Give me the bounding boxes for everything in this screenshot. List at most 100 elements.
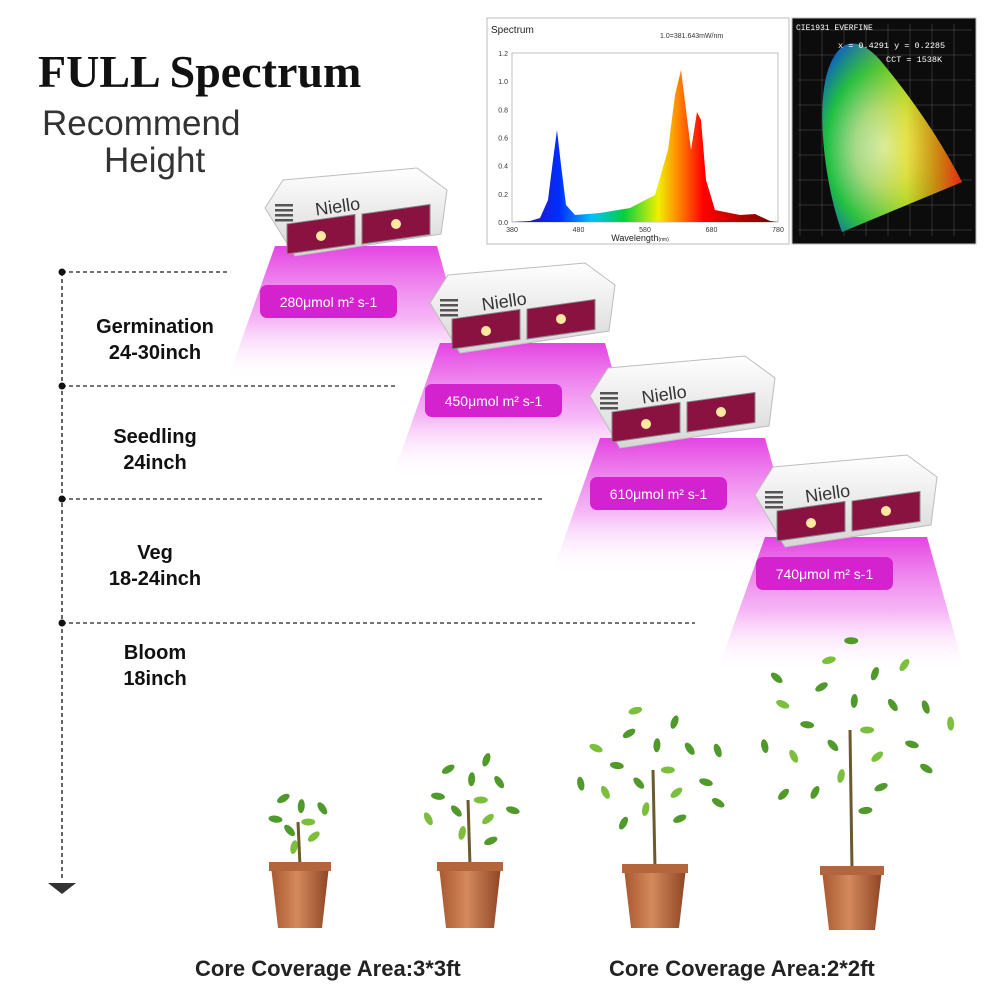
- title: FULL Spectrum: [38, 46, 361, 97]
- divider-dot: [58, 382, 66, 390]
- leaf: [874, 782, 888, 792]
- spectrum-title: Spectrum: [491, 25, 534, 36]
- subtitle-line: Height: [104, 141, 205, 180]
- leaf: [290, 840, 298, 855]
- leaf: [506, 806, 520, 815]
- led-core: [716, 407, 726, 417]
- pot: [624, 868, 686, 928]
- ppfd-label: 280μmol m² s-1: [280, 294, 378, 310]
- coverage-caption: Core Coverage Area:2*2ft: [609, 956, 875, 981]
- leaf: [810, 786, 820, 799]
- leaf: [921, 700, 930, 714]
- spectrum-scale-note: 1.0=381.643mW/nm: [660, 33, 723, 40]
- divider-dot: [58, 495, 66, 503]
- leaf: [920, 763, 933, 774]
- leaf: [431, 792, 445, 800]
- leaf: [577, 776, 585, 791]
- divider-dot: [58, 619, 66, 627]
- leaf: [871, 751, 884, 762]
- leaf: [776, 700, 790, 709]
- led-core: [641, 419, 651, 429]
- leaf: [905, 740, 919, 749]
- lamp-vent: [440, 299, 458, 302]
- spectrum-y-tick: 0.8: [498, 107, 508, 114]
- led-core: [316, 231, 326, 241]
- leaf: [628, 706, 643, 715]
- spectrum-x-tick: 580: [639, 227, 651, 234]
- leaf: [301, 818, 316, 826]
- pot-rim: [269, 862, 331, 871]
- ppfd-badge: [756, 557, 893, 590]
- cie-locus-tint: [822, 43, 962, 232]
- lamp-vent: [765, 496, 783, 499]
- leaf: [458, 825, 466, 840]
- subtitle-line: Recommend: [42, 104, 240, 143]
- leaf: [622, 728, 636, 739]
- ppfd-label: 610μmol m² s-1: [610, 486, 708, 502]
- spectrum-x-tick: 480: [573, 227, 585, 234]
- leaf: [844, 637, 859, 645]
- stage-name: Seedling: [113, 426, 196, 448]
- leaf: [770, 672, 783, 684]
- leaf: [441, 764, 455, 774]
- ppfd-badge: [260, 285, 397, 318]
- ruler-arrow: [48, 883, 76, 894]
- spectrum-x-label: Wavelength(nm): [611, 233, 669, 243]
- leaf: [482, 813, 494, 825]
- spectrum-x-tick: 380: [506, 227, 518, 234]
- lamp-vent: [600, 407, 618, 410]
- leaf: [673, 814, 687, 823]
- spectrum-x-tick: 780: [772, 227, 784, 234]
- plant-stem: [466, 799, 472, 867]
- leaf: [609, 761, 624, 770]
- lamp-vent: [440, 304, 458, 307]
- leaf: [887, 698, 898, 712]
- leaf: [670, 787, 683, 798]
- leaf: [284, 824, 295, 837]
- leaf: [277, 793, 290, 804]
- leaf: [494, 776, 505, 789]
- leaf: [633, 777, 645, 789]
- height-ruler: [48, 268, 695, 894]
- leaf: [670, 715, 679, 729]
- leaf: [947, 716, 955, 731]
- leaf: [600, 785, 610, 799]
- stage-height: 24-30inch: [109, 342, 201, 364]
- spectrum-y-tick: 0.2: [498, 192, 508, 199]
- stage-name: Bloom: [124, 642, 186, 664]
- led-core: [806, 518, 816, 528]
- pot: [822, 870, 882, 930]
- lamp-vent: [765, 501, 783, 504]
- cie-panel: CIE1931 EVERFINE x = 0.4291 y = 0.2285 CCT…: [791, 17, 977, 245]
- cie-coords: x = 0.4291 y = 0.2285: [838, 41, 945, 51]
- leaf: [699, 778, 713, 787]
- plant: [268, 793, 331, 928]
- leaf: [641, 802, 650, 817]
- ppfd-badge: [590, 477, 727, 510]
- lamp-vent: [275, 204, 293, 207]
- leaf: [822, 656, 836, 665]
- lamp-vent: [440, 309, 458, 312]
- leaf: [307, 831, 320, 842]
- spectrum-x-tick: 680: [706, 227, 718, 234]
- led-core: [556, 314, 566, 324]
- leaf: [297, 799, 305, 814]
- spectrum-y-tick: 1.2: [498, 51, 508, 58]
- leaf: [473, 796, 488, 804]
- spectrum-panel: Spectrum 1.0=381.643mW/nm 0.0 0.2 0.4 0.6 0.8 1…: [486, 17, 790, 245]
- leaf: [711, 798, 725, 808]
- lamp-vent: [440, 314, 458, 317]
- pot-rim: [622, 864, 688, 873]
- led-core: [481, 326, 491, 336]
- stage-name: Germination: [96, 316, 214, 338]
- leaf: [800, 721, 815, 729]
- lamp-vent: [600, 392, 618, 395]
- leaf: [837, 769, 845, 783]
- cie-cct: CCT = 1538K: [886, 55, 943, 65]
- leaf: [268, 815, 283, 823]
- pot: [271, 866, 329, 928]
